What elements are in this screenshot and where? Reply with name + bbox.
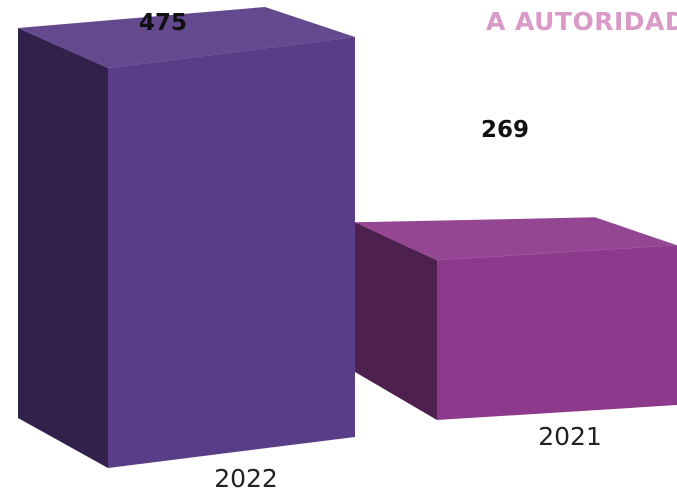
bar-side-face: [355, 222, 437, 420]
brand-wordmark: A AUTORIDADE: [486, 7, 677, 36]
bar-top-face: [18, 7, 355, 68]
bar-2021: [355, 217, 677, 420]
bar-2022: [18, 7, 355, 468]
bar-top-face: [355, 217, 677, 261]
category-label-2021: 2021: [538, 422, 602, 451]
data-label-2022: 475: [139, 10, 187, 36]
category-label-2022: 2022: [214, 464, 278, 493]
bar-side-face: [18, 28, 108, 468]
data-label-2021: 269: [481, 117, 529, 143]
bar-front-face: [108, 37, 355, 468]
bar-front-face: [437, 245, 677, 420]
